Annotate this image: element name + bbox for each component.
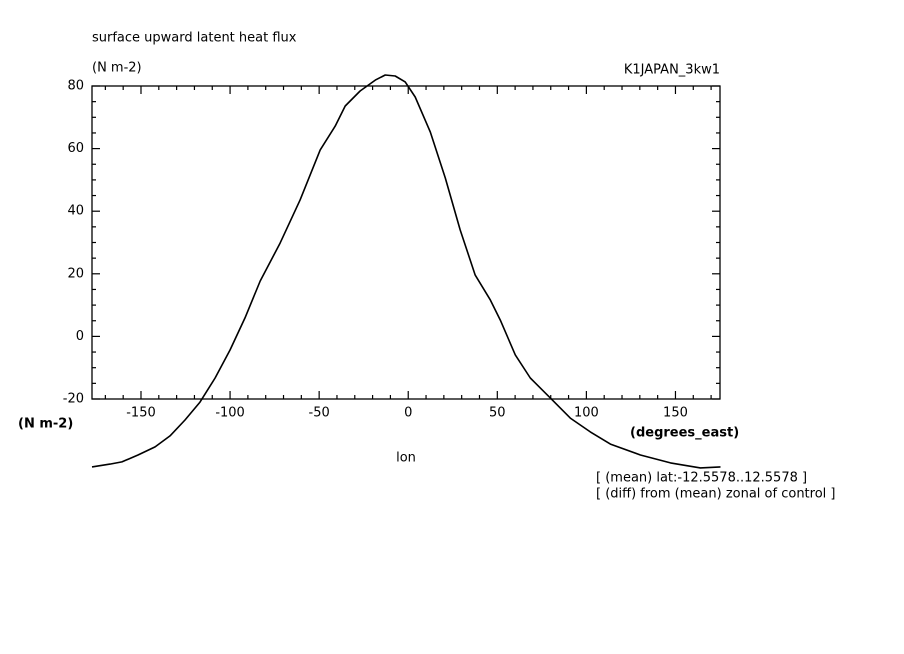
y-tick-label: 40 <box>67 204 84 219</box>
y-tick-label: 0 <box>76 329 84 344</box>
x-units: (degrees_east) <box>630 426 739 441</box>
y-tick-label: 80 <box>67 79 84 94</box>
y-tick-label: -20 <box>63 392 84 407</box>
x-axis-label: lon <box>396 451 416 466</box>
x-tick-label: -150 <box>126 406 156 421</box>
x-tick-label: 50 <box>489 406 506 421</box>
x-tick-label: 150 <box>663 406 688 421</box>
chart-title: surface upward latent heat flux <box>92 31 297 46</box>
x-tick-label: 0 <box>404 406 412 421</box>
plot-frame <box>91 85 721 400</box>
x-tick-label: -100 <box>215 406 245 421</box>
data-line <box>91 74 721 469</box>
x-tick-label: 100 <box>574 406 599 421</box>
run-label: K1JAPAN_3kw1 <box>624 63 720 78</box>
annotation: [ (mean) lat:-12.5578..12.5578 ] <box>596 471 807 486</box>
annotation: [ (diff) from (mean) zonal of control ] <box>596 487 835 502</box>
y-tick-label: 60 <box>67 141 84 156</box>
units-top: (N m-2) <box>92 61 142 76</box>
y-units: (N m-2) <box>18 417 73 432</box>
y-tick-label: 20 <box>67 266 84 281</box>
x-tick-label: -50 <box>309 406 330 421</box>
